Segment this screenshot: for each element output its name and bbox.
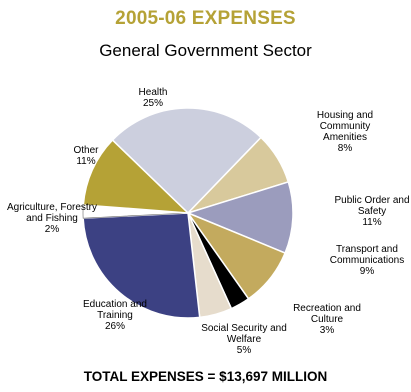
slice-label-other: Other 11% <box>73 145 99 167</box>
chart-title: 2005-06 EXPENSES <box>115 8 296 29</box>
pie-slice-public-order-and-safety <box>185 181 294 254</box>
pie-slice-education-and-training <box>82 212 201 319</box>
slice-label-agriculture-forestry-and-fishing: Agriculture, Forestry and Fishing 2% <box>7 202 97 235</box>
slice-label-health: Health 25% <box>139 87 168 109</box>
slice-label-transport-and-communications: Transport and Communications 9% <box>330 244 404 277</box>
pie-slice-health <box>111 107 262 215</box>
slice-label-public-order-and-safety: Public Order and Safety 11% <box>334 195 409 228</box>
total-expenses: TOTAL EXPENSES = $13,697 MILLION <box>83 369 328 384</box>
slice-label-housing-and-community-amenities: Housing and Community Amenities 8% <box>317 110 373 154</box>
slice-label-social-security-and-welfare: Social Security and Welfare 5% <box>201 323 287 356</box>
slice-label-recreation-and-culture: Recreation and Culture 3% <box>293 303 361 336</box>
slice-label-education-and-training: Education and Training 26% <box>83 299 147 332</box>
chart-subtitle: General Government Sector <box>99 41 312 60</box>
pie-slice-other <box>82 139 191 214</box>
